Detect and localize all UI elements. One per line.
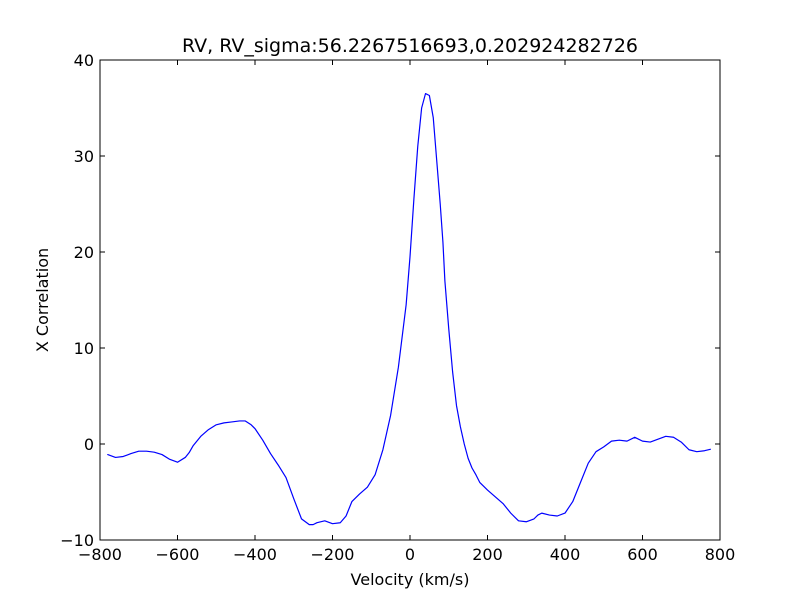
x-tick-label: 400 (550, 545, 581, 564)
y-tick-label: 40 (74, 51, 94, 70)
series-line-0 (107, 93, 711, 526)
x-tick-label: 200 (472, 545, 503, 564)
y-tick-label: 30 (74, 147, 94, 166)
x-tick-label: −800 (78, 545, 122, 564)
x-tick-label: −600 (156, 545, 200, 564)
chart-title: RV, RV_sigma:56.2267516693,0.20292428272… (182, 35, 638, 57)
x-axis-label: Velocity (km/s) (351, 570, 470, 589)
x-tick-label: 0 (405, 545, 415, 564)
y-tick-label: −10 (60, 531, 94, 550)
series-layer (107, 93, 711, 526)
ticks-layer: −800 −600 −400 −200 0 200 400 600 800 −10 0 10 20 30 4… (60, 51, 735, 564)
x-tick-label: −400 (233, 545, 277, 564)
x-tick-label: −200 (311, 545, 355, 564)
y-tick-label: 10 (74, 339, 94, 358)
y-axis-label: X Correlation (33, 248, 52, 352)
plot-area (99, 59, 721, 541)
y-tick-label: 20 (74, 243, 94, 262)
y-tick-label: 0 (84, 435, 94, 454)
x-tick-label: 600 (627, 545, 658, 564)
x-tick-label: 800 (705, 545, 736, 564)
